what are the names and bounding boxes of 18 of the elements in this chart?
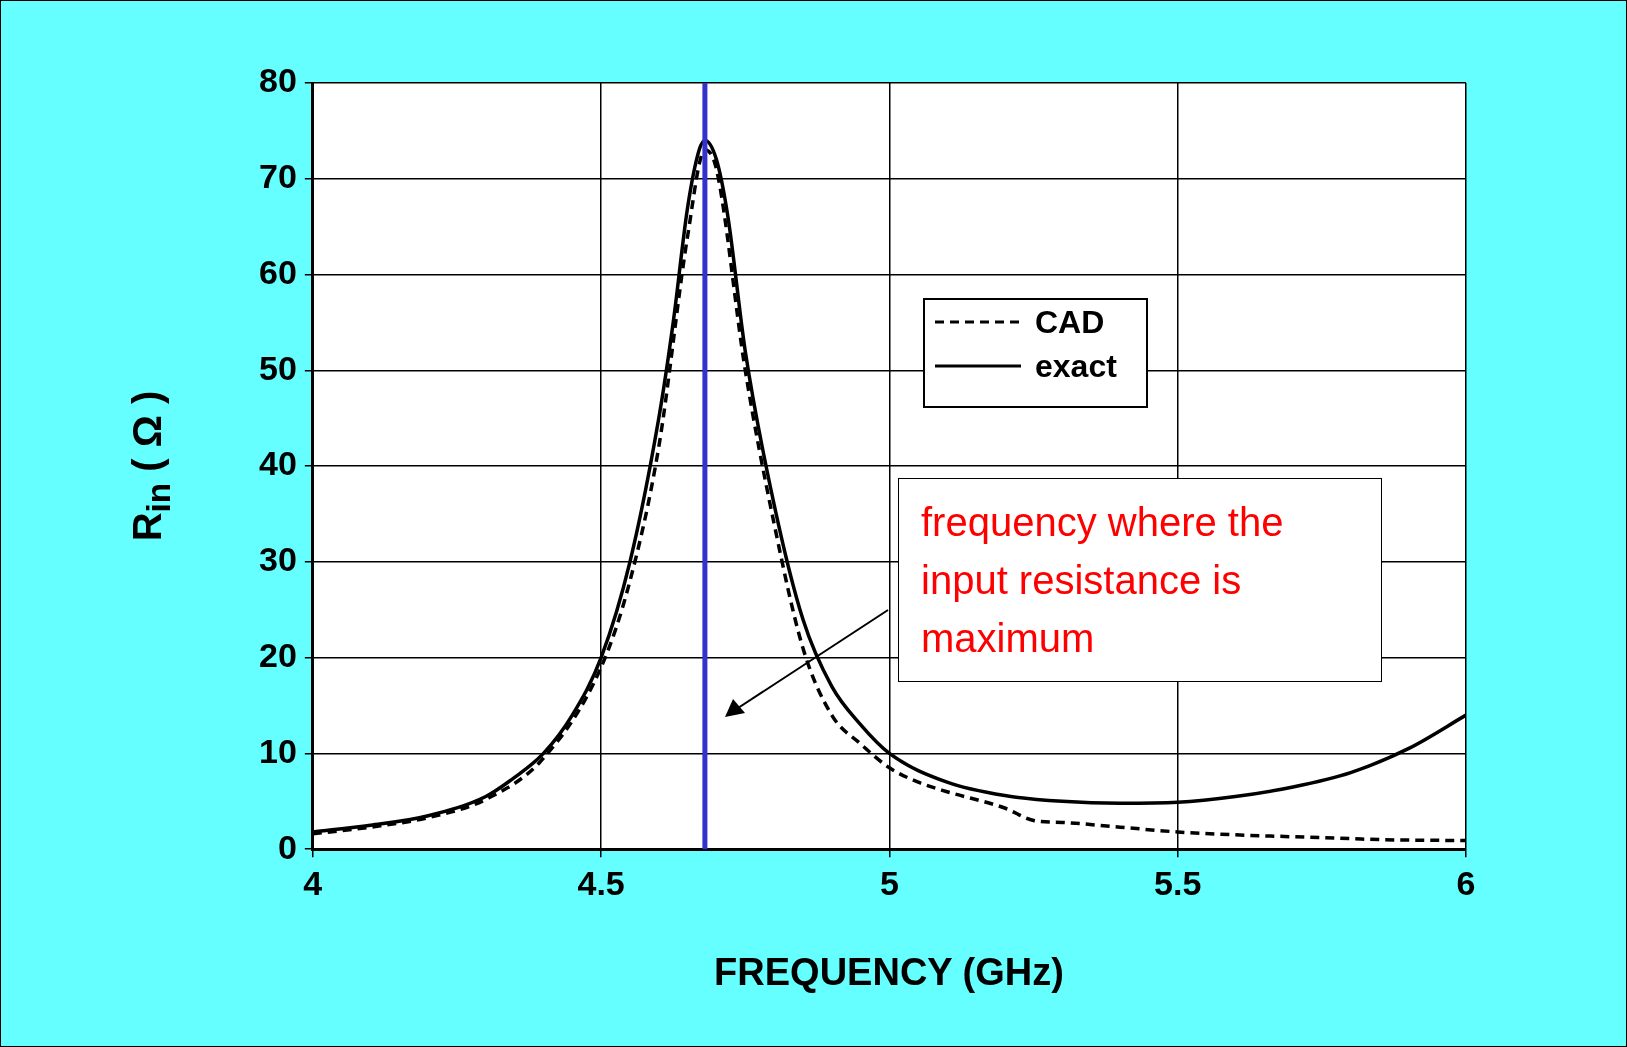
x-tick-label: 4.5 — [577, 863, 625, 902]
y-tick-label: 50 — [258, 348, 297, 387]
annotation: frequency where the input resistance is maximum — [898, 478, 1382, 682]
y-tick-label: 70 — [258, 157, 297, 196]
x-tick-label: 6 — [1456, 863, 1476, 902]
legend-label: CAD — [1035, 303, 1105, 341]
x-axis-title: FREQUENCY (GHz) — [714, 951, 1064, 994]
y-tick-label: 80 — [258, 61, 297, 100]
y-tick-label: 40 — [258, 444, 297, 483]
x-tick-label: 5.5 — [1154, 863, 1202, 902]
x-tick-label: 5 — [879, 863, 899, 902]
y-tick-label: 10 — [258, 731, 297, 770]
y-tick-label: 0 — [277, 827, 297, 866]
legend-label: exact — [1035, 347, 1117, 385]
y-tick-label: 30 — [258, 540, 297, 579]
y-tick-label: 60 — [258, 252, 297, 291]
y-tick-label: 20 — [258, 636, 297, 675]
x-tick-label: 4 — [303, 863, 323, 902]
